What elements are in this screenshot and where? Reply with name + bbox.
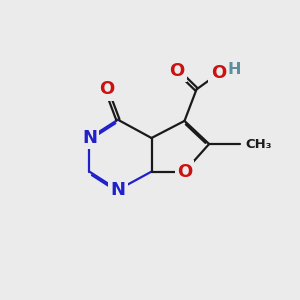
Text: O: O bbox=[177, 163, 192, 181]
Text: N: N bbox=[110, 181, 125, 199]
Text: H: H bbox=[227, 61, 241, 76]
Text: N: N bbox=[82, 129, 97, 147]
Text: CH₃: CH₃ bbox=[245, 137, 272, 151]
Text: O: O bbox=[99, 80, 114, 98]
Text: O: O bbox=[211, 64, 226, 82]
Text: O: O bbox=[169, 61, 184, 80]
